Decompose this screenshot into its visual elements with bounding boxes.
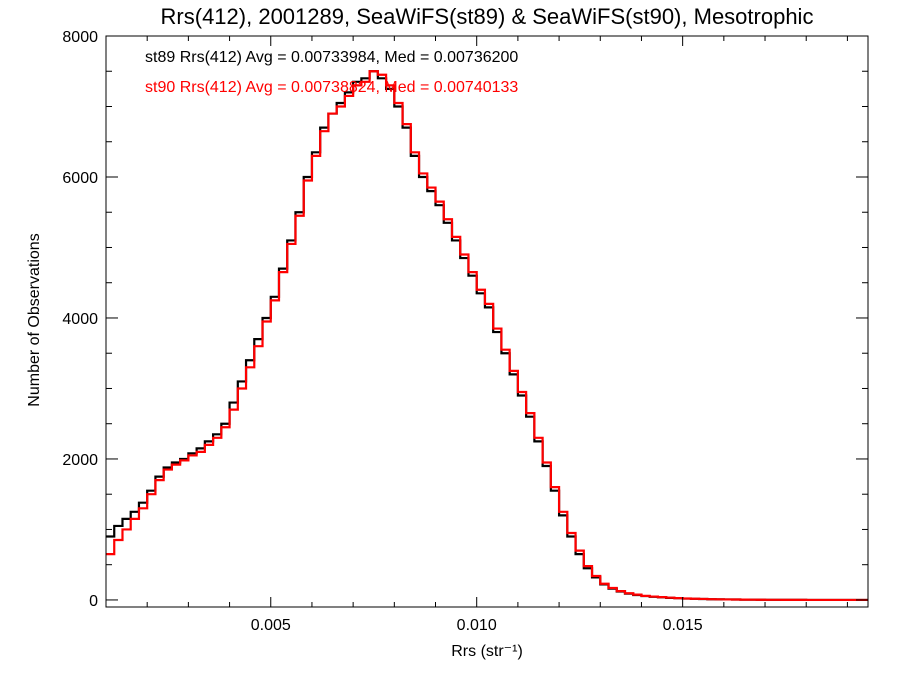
series-line-st89: [106, 70, 868, 602]
x-tick-label: 0.005: [251, 617, 291, 634]
chart-title: Rrs(412), 2001289, SeaWiFS(st89) & SeaWi…: [161, 4, 814, 29]
series-layer: [106, 70, 868, 602]
y-tick-label: 8000: [62, 29, 98, 46]
y-tick-label: 4000: [62, 311, 98, 328]
plot-frame: [105, 35, 869, 608]
y-tick-label: 2000: [62, 452, 98, 469]
x-axis-label: Rrs (str⁻¹): [451, 643, 523, 660]
x-tick-label: 0.010: [457, 617, 497, 634]
axes-layer: 0.005 0.010 0.015 0 2000 4000 6000 8000: [62, 29, 869, 634]
x-tick-label: 0.015: [663, 617, 703, 634]
annotation-st90: st90 Rrs(412) Avg = 0.00738824, Med = 0.…: [145, 79, 518, 96]
annotation-st89: st89 Rrs(412) Avg = 0.00733984, Med = 0.…: [145, 49, 518, 66]
y-axis-label: Number of Observations: [26, 233, 43, 406]
y-tick-label: 0: [89, 593, 98, 610]
y-tick-label: 6000: [62, 170, 98, 187]
series-line-st90: [106, 70, 868, 602]
